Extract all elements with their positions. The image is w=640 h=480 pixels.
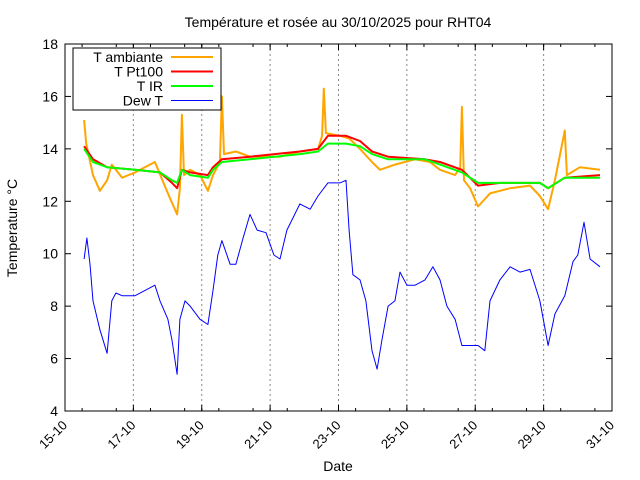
y-axis-label: Temperature °C bbox=[4, 179, 20, 277]
y-tick-label: 8 bbox=[50, 298, 58, 314]
legend-label: Dew T bbox=[123, 93, 164, 109]
x-tick-label: 31-10 bbox=[583, 418, 617, 452]
x-tick-label: 29-10 bbox=[515, 418, 549, 452]
x-tick-label: 17-10 bbox=[104, 418, 138, 452]
legend-label: T Pt100 bbox=[114, 64, 163, 80]
series-lines bbox=[83, 87, 601, 375]
chart-title: Température et rosée au 30/10/2025 pour … bbox=[185, 14, 492, 30]
legend-box bbox=[72, 47, 222, 111]
x-tick-label: 27-10 bbox=[446, 418, 480, 452]
y-tick-label: 12 bbox=[42, 193, 58, 209]
series-line-dew-t bbox=[83, 179, 601, 375]
x-tick-label: 19-10 bbox=[173, 418, 207, 452]
y-tick-label: 6 bbox=[50, 351, 58, 367]
y-tick-label: 18 bbox=[42, 36, 58, 52]
legend-label: T ambiante bbox=[93, 49, 163, 65]
x-tick-label: 15-10 bbox=[36, 418, 70, 452]
y-tick-label: 16 bbox=[42, 88, 58, 104]
x-tick-label: 21-10 bbox=[241, 418, 275, 452]
x-axis-label: Date bbox=[323, 458, 353, 474]
series-line-t-pt100 bbox=[83, 134, 601, 190]
y-tick-label: 4 bbox=[50, 403, 58, 419]
legend-label: T IR bbox=[137, 78, 163, 94]
y-tick-label: 14 bbox=[42, 141, 58, 157]
series-line-t-ir bbox=[83, 142, 600, 190]
x-tick-label: 25-10 bbox=[378, 418, 412, 452]
series-line-t-ambiante bbox=[83, 87, 601, 216]
x-tick-label: 23-10 bbox=[310, 418, 344, 452]
y-tick-label: 10 bbox=[42, 246, 58, 262]
